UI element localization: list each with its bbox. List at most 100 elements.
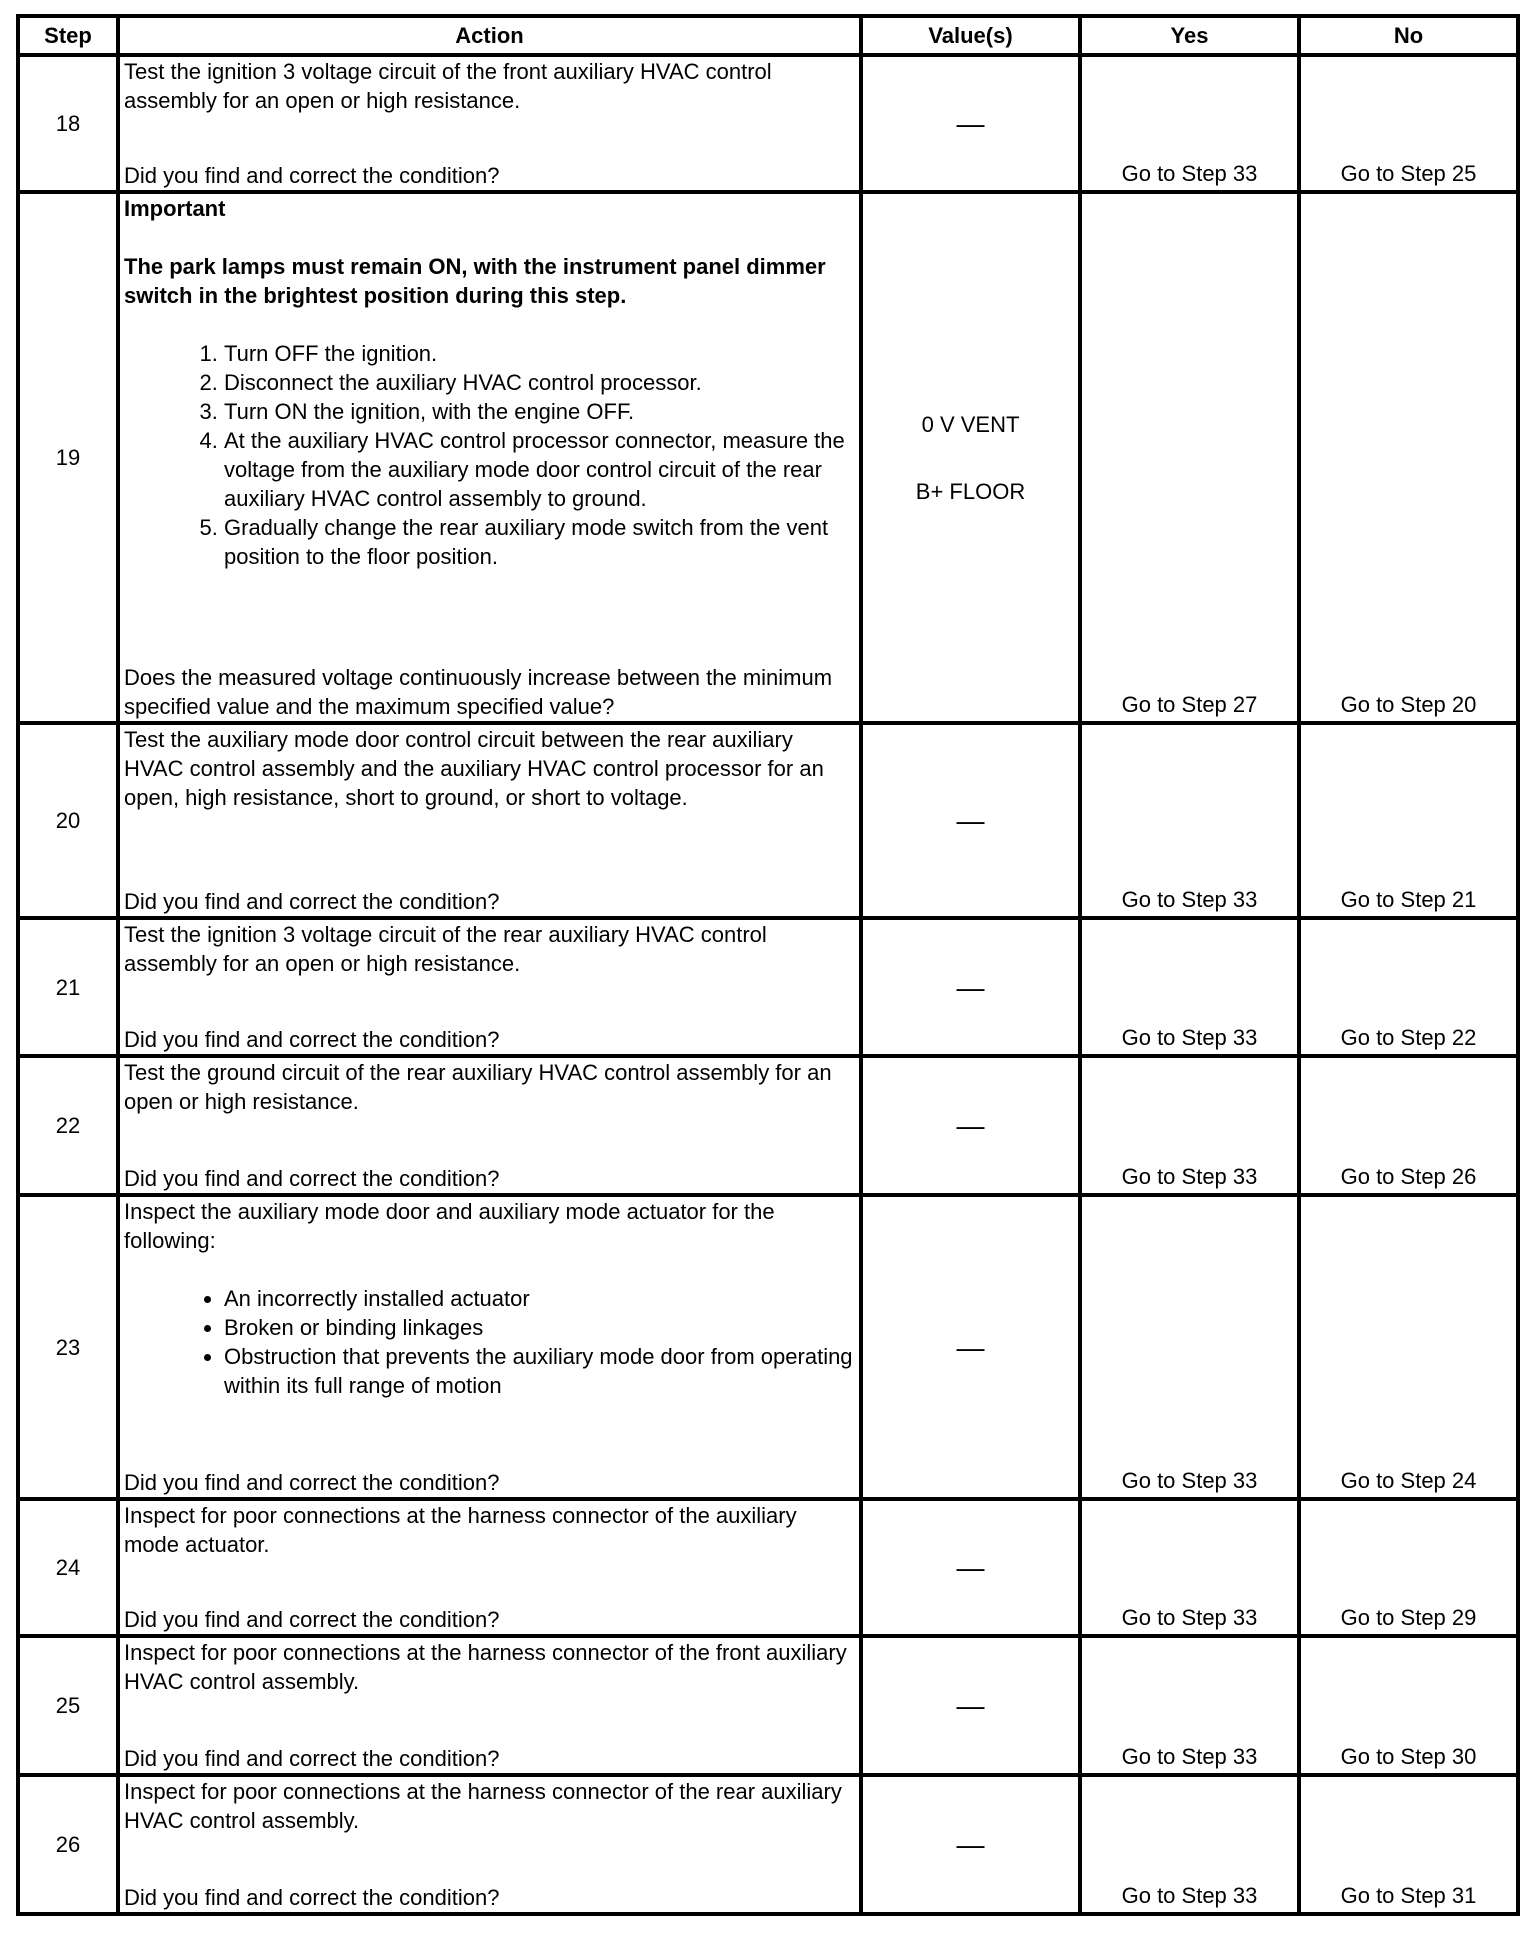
no-result: Go to Step 29 (1297, 1497, 1520, 1638)
values-cell: 0 V VENT B+ FLOOR (859, 190, 1082, 725)
action-text: Test the auxiliary mode door control cir… (124, 727, 824, 810)
table-row: 19 Important The park lamps must remain ON… (16, 190, 1520, 725)
action-body: Test the ground circuit of the rear auxi… (124, 1058, 855, 1116)
yes-result: Go to Step 27 (1078, 190, 1301, 725)
action-body: Inspect for poor connections at the harn… (124, 1501, 855, 1559)
table-row: 24 Inspect for poor connections at the ha… (16, 1497, 1520, 1638)
action-question: Did you find and correct the condition? (124, 889, 500, 914)
step-number: 19 (16, 190, 120, 725)
no-result: Go to Step 24 (1297, 1193, 1520, 1501)
table-row: 26 Inspect for poor connections at the ha… (16, 1773, 1520, 1916)
action-content: Test the ground circuit of the rear auxi… (120, 1058, 859, 1193)
action-text: Inspect for poor connections at the harn… (124, 1640, 847, 1694)
step-number: 24 (16, 1497, 120, 1638)
values-cell: — (859, 1054, 1082, 1197)
action-content: Inspect for poor connections at the harn… (120, 1501, 859, 1634)
table-row: 25 Inspect for poor connections at the ha… (16, 1634, 1520, 1777)
value-text: — (956, 1552, 985, 1583)
header-values: Value(s) (859, 14, 1082, 57)
list-item: At the auxiliary HVAC control processor … (224, 426, 855, 513)
action-cell: Inspect for poor connections at the harn… (116, 1497, 863, 1638)
bullet-list: An incorrectly installed actuatorBroken … (124, 1284, 855, 1400)
action-cell: Test the auxiliary mode door control cir… (116, 721, 863, 920)
table-row: 22 Test the ground circuit of the rear au… (16, 1054, 1520, 1197)
value-text: — (956, 805, 985, 836)
numbered-list: Turn OFF the ignition.Disconnect the aux… (124, 339, 855, 571)
value-text: — (956, 1331, 985, 1363)
action-question: Did you find and correct the condition? (124, 1746, 500, 1771)
action-content: Inspect for poor connections at the harn… (120, 1777, 859, 1912)
no-result: Go to Step 20 (1297, 190, 1520, 725)
action-text: Test the ground circuit of the rear auxi… (124, 1060, 832, 1114)
yes-result: Go to Step 33 (1078, 53, 1301, 194)
list-item: An incorrectly installed actuator (224, 1284, 855, 1313)
action-cell: Important The park lamps must remain ON, … (116, 190, 863, 725)
spacer (124, 1255, 855, 1284)
values-cell: — (859, 721, 1082, 920)
value-text: B+ FLOOR (915, 478, 1026, 504)
values-cell: — (859, 1193, 1082, 1501)
yes-result: Go to Step 33 (1078, 1773, 1301, 1916)
action-text: Inspect for poor connections at the harn… (124, 1503, 797, 1557)
value-text: — (956, 108, 985, 139)
action-text: Test the ignition 3 voltage circuit of t… (124, 59, 772, 113)
action-body: Inspect the auxiliary mode door and auxi… (124, 1197, 855, 1400)
action-body: Important The park lamps must remain ON, … (124, 194, 855, 571)
yes-result: Go to Step 33 (1078, 1634, 1301, 1777)
action-text: Test the ignition 3 voltage circuit of t… (124, 922, 767, 976)
action-question: Did you find and correct the condition? (124, 1470, 500, 1495)
step-number: 20 (16, 721, 120, 920)
action-content: Inspect the auxiliary mode door and auxi… (120, 1197, 859, 1497)
values-cell: — (859, 1634, 1082, 1777)
action-question: Does the measured voltage continuously i… (124, 665, 833, 719)
step-number: 25 (16, 1634, 120, 1777)
action-cell: Inspect the auxiliary mode door and auxi… (116, 1193, 863, 1501)
action-content: Important The park lamps must remain ON, … (120, 194, 859, 721)
spacer (124, 310, 855, 339)
yes-result: Go to Step 33 (1078, 721, 1301, 920)
header-action: Action (116, 14, 863, 57)
action-cell: Test the ignition 3 voltage circuit of t… (116, 53, 863, 194)
action-content: Inspect for poor connections at the harn… (120, 1638, 859, 1773)
header-yes: Yes (1078, 14, 1301, 57)
action-question: Did you find and correct the condition? (124, 1885, 500, 1910)
step-number: 18 (16, 53, 120, 194)
action-text: Inspect the auxiliary mode door and auxi… (124, 1199, 775, 1253)
values-cell: — (859, 1773, 1082, 1916)
values-cell: — (859, 916, 1082, 1058)
action-cell: Test the ground circuit of the rear auxi… (116, 1054, 863, 1197)
table-row: 20 Test the auxiliary mode door control c… (16, 721, 1520, 920)
action-question: Did you find and correct the condition? (124, 1027, 500, 1052)
action-cell: Inspect for poor connections at the harn… (116, 1773, 863, 1916)
action-content: Test the auxiliary mode door control cir… (120, 725, 859, 916)
table-row: 18 Test the ignition 3 voltage circuit of… (16, 53, 1520, 194)
yes-result: Go to Step 33 (1078, 1497, 1301, 1638)
action-body: Inspect for poor connections at the harn… (124, 1777, 855, 1835)
yes-result: Go to Step 33 (1078, 1193, 1301, 1501)
no-result: Go to Step 25 (1297, 53, 1520, 194)
header-row: Step Action Value(s) Yes No (16, 14, 1520, 57)
action-cell: Inspect for poor connections at the harn… (116, 1634, 863, 1777)
no-result: Go to Step 21 (1297, 721, 1520, 920)
value-text: — (956, 1829, 985, 1860)
header-step: Step (16, 14, 120, 57)
list-item: Turn OFF the ignition. (224, 339, 855, 368)
important-heading: Important (124, 196, 226, 221)
action-text: Inspect for poor connections at the harn… (124, 1779, 842, 1833)
header-no: No (1297, 14, 1520, 57)
table-row: 21 Test the ignition 3 voltage circuit of… (16, 916, 1520, 1058)
action-question: Did you find and correct the condition? (124, 1607, 500, 1632)
step-number: 22 (16, 1054, 120, 1197)
spacer (124, 223, 855, 252)
action-question: Did you find and correct the condition? (124, 163, 500, 188)
no-result: Go to Step 30 (1297, 1634, 1520, 1777)
action-body: Test the ignition 3 voltage circuit of t… (124, 57, 855, 115)
value-text: — (956, 971, 985, 1003)
value-text: — (956, 1110, 985, 1141)
list-item: Obstruction that prevents the auxiliary … (224, 1342, 855, 1400)
action-body: Test the auxiliary mode door control cir… (124, 725, 855, 812)
action-cell: Test the ignition 3 voltage circuit of t… (116, 916, 863, 1058)
no-result: Go to Step 31 (1297, 1773, 1520, 1916)
important-text: The park lamps must remain ON, with the … (124, 254, 826, 308)
action-body: Inspect for poor connections at the harn… (124, 1638, 855, 1696)
